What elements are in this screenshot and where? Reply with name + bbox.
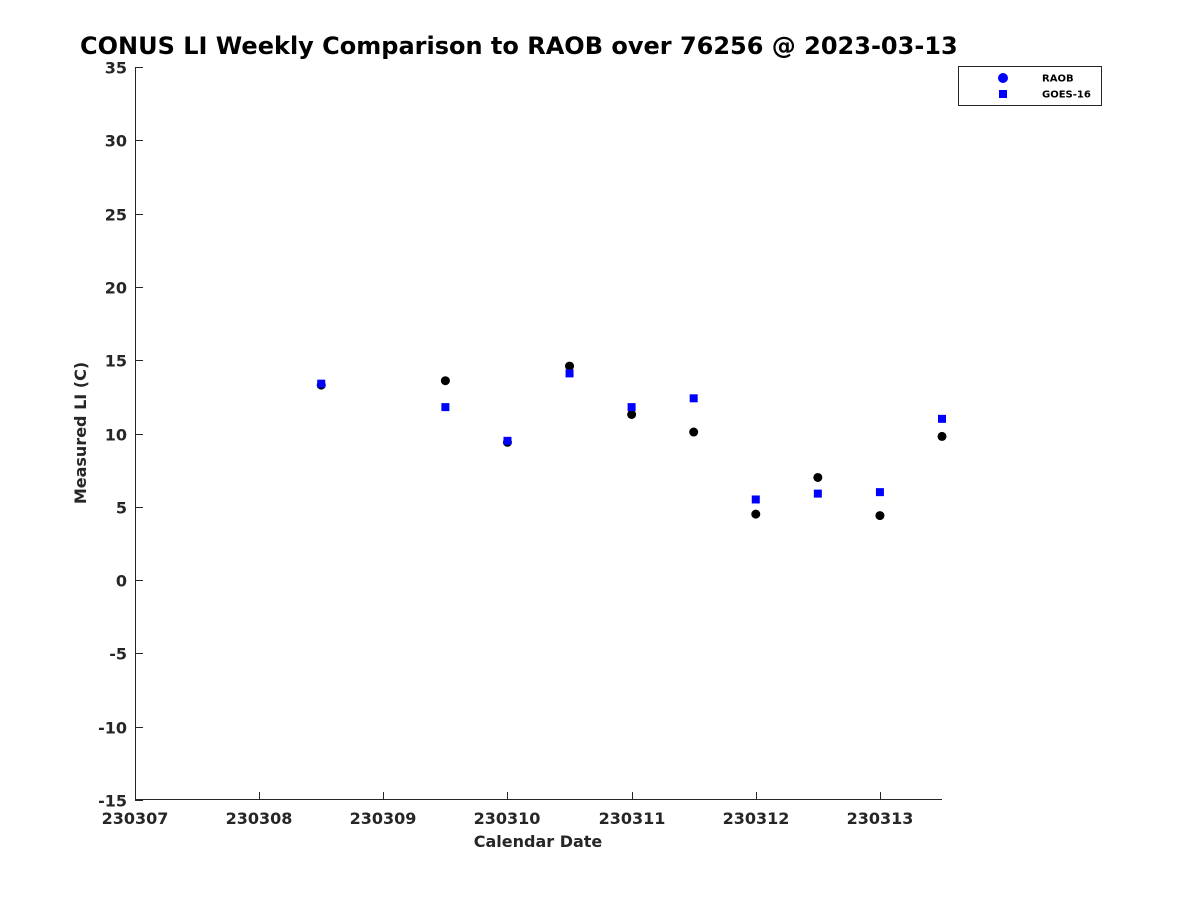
x-tick-label: 230309: [350, 809, 417, 828]
goes16-point: [503, 436, 512, 445]
y-tick-label: -15: [98, 792, 127, 811]
legend-goes-marker: [999, 90, 1007, 98]
y-tick-label: -5: [109, 645, 127, 664]
goes16-point: [317, 379, 326, 388]
y-tick-label: 20: [105, 279, 127, 298]
y-tick-label: -10: [98, 719, 127, 738]
x-tick-label: 230308: [226, 809, 293, 828]
y-axis-label: Measured LI (C): [71, 362, 90, 504]
x-tick-label: 230311: [599, 809, 666, 828]
x-axis-label: Calendar Date: [474, 832, 603, 851]
raob-point: [689, 427, 699, 437]
legend-box: [958, 66, 1102, 106]
raob-point: [440, 376, 450, 386]
goes16-point: [751, 495, 760, 504]
raob-point: [751, 509, 761, 519]
x-tick-label: 230307: [102, 809, 169, 828]
goes16-point: [565, 369, 574, 378]
raob-point: [937, 431, 947, 441]
legend-raob-marker: [998, 73, 1008, 83]
goes16-point: [627, 403, 636, 412]
y-tick-label: 15: [105, 352, 127, 371]
chart-title: CONUS LI Weekly Comparison to RAOB over …: [80, 32, 958, 60]
x-tick-label: 230312: [723, 809, 790, 828]
y-tick-label: 30: [105, 132, 127, 151]
raob-point: [875, 511, 885, 521]
y-ticks: -15 -10 -5 0 5 10 15 20 25 30 35: [98, 59, 143, 811]
goes16-point: [875, 488, 884, 497]
goes16-point: [938, 414, 946, 423]
legend: RAOB GOES-16: [958, 66, 1102, 106]
y-tick-label: 10: [105, 426, 127, 445]
goes16-point: [689, 394, 698, 403]
raob-point: [565, 361, 575, 371]
raob-point: [813, 472, 823, 482]
x-tick-label: 230310: [474, 809, 541, 828]
legend-goes-label: GOES-16: [1042, 90, 1091, 101]
y-tick-label: 35: [105, 59, 127, 78]
x-ticks: 230307 230308 230309 230310 230311 230312 2303…: [102, 792, 914, 828]
x-tick-label: 230313: [847, 809, 914, 828]
y-tick-label: 5: [116, 499, 127, 518]
legend-raob-label: RAOB: [1042, 74, 1074, 85]
plot-area: [316, 361, 947, 521]
goes16-point: [441, 403, 450, 412]
y-tick-label: 25: [105, 206, 127, 225]
y-tick-label: 0: [116, 572, 127, 591]
goes16-point: [813, 489, 822, 498]
raob-point: [627, 409, 637, 419]
axes: [135, 67, 942, 800]
